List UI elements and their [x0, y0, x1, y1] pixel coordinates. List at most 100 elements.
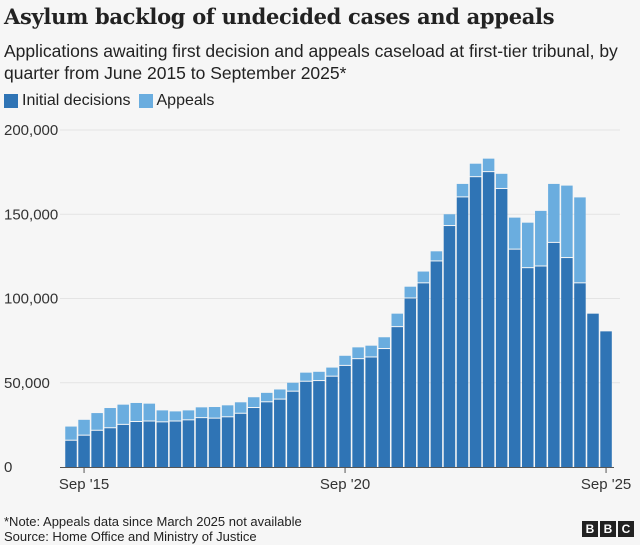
bar-appeals [117, 404, 129, 424]
y-tick-label: 200,000 [4, 122, 58, 139]
bar-appeals [404, 286, 417, 298]
bar-appeals [456, 183, 469, 197]
bar-initial [482, 172, 495, 467]
legend-item-appeals: Appeals [138, 92, 215, 110]
bar-initial [130, 422, 142, 467]
legend-item-initial: Initial decisions [4, 92, 131, 110]
x-tick-label: Sep '20 [320, 476, 370, 493]
bar-appeals [339, 355, 351, 365]
legend-label-appeals: Appeals [156, 92, 215, 109]
bar-initial [261, 402, 273, 467]
bar-initial [208, 418, 221, 467]
bar-initial [339, 365, 351, 467]
bar-initial [143, 421, 156, 467]
chart-subtitle: Applications awaiting first decision and… [4, 41, 618, 83]
bar-initial [443, 226, 456, 467]
bar-initial [300, 381, 312, 467]
bar-initial [522, 268, 534, 467]
bar-initial [65, 440, 77, 467]
bar-appeals [130, 402, 142, 422]
bar-initial [574, 283, 586, 467]
bar-appeals [104, 408, 116, 428]
bar-appeals [535, 210, 547, 266]
bar-initial [195, 418, 208, 467]
legend-label-initial: Initial decisions [22, 92, 131, 109]
bar-initial [247, 408, 260, 467]
bar-appeals [469, 163, 482, 177]
bar-appeals [313, 371, 325, 381]
bar-appeals [482, 158, 495, 172]
bar-appeals [378, 337, 390, 349]
bar-appeals [352, 347, 364, 359]
bar-appeals [548, 183, 560, 242]
bar-initial [535, 266, 547, 467]
x-tick-label: Sep '15 [59, 476, 109, 493]
source-text: Source: Home Office and Ministry of Just… [4, 529, 257, 544]
bar-initial [326, 376, 338, 467]
bar-appeals [287, 382, 299, 391]
stacked-bar-chart: 0 50,000 100,000 150,000 200,000 Sep '15 Sep '… [4, 122, 631, 493]
bar-initial [156, 422, 169, 467]
bar-initial [287, 391, 299, 467]
bar-appeals [208, 407, 221, 418]
y-tick-label: 100,000 [4, 291, 58, 308]
bar-initial [78, 435, 90, 467]
bar-appeals [261, 392, 273, 402]
bar-appeals [169, 411, 182, 421]
bar-initial [365, 357, 377, 467]
bar-initial [561, 258, 573, 467]
bar-appeals [495, 173, 508, 188]
legend-swatch-appeals [138, 94, 153, 108]
bar-initial [104, 428, 116, 467]
note-text: *Note: Appeals data since March 2025 not… [4, 514, 302, 529]
bar-initial [313, 381, 325, 467]
bar-initial [430, 261, 443, 467]
bar-appeals [300, 372, 312, 381]
bar-initial [548, 242, 560, 467]
bar-initial [378, 349, 390, 467]
bar-appeals [508, 217, 521, 249]
legend: Initial decisions Appeals [4, 92, 214, 110]
bar-initial [91, 430, 103, 467]
bar-initial [456, 197, 469, 467]
bar-appeals [430, 251, 443, 261]
x-tick-label: Sep '25 [581, 476, 631, 493]
bar-appeals [195, 407, 208, 418]
bar-appeals [561, 185, 573, 258]
bar-initial [352, 359, 364, 467]
bar-initial [600, 331, 612, 467]
chart-title: Asylum backlog of undecided cases and ap… [4, 4, 555, 29]
bar-appeals [221, 405, 234, 417]
bar-appeals [417, 271, 430, 283]
bar-appeals [65, 426, 77, 440]
bar-initial [274, 399, 286, 467]
bar-initial [417, 283, 430, 467]
bar-appeals [443, 214, 456, 226]
bar-appeals [156, 410, 169, 422]
bar-initial [587, 313, 599, 467]
bar-appeals [365, 345, 377, 357]
bar-appeals [91, 413, 103, 430]
bar-appeals [326, 367, 338, 376]
legend-swatch-initial [4, 94, 18, 108]
y-tick-label: 150,000 [4, 206, 58, 223]
bar-initial [508, 249, 521, 467]
bar-initial [182, 420, 195, 467]
bar-initial [404, 298, 417, 467]
y-tick-label: 0 [4, 459, 12, 476]
bar-initial [495, 188, 508, 467]
bar-appeals [391, 313, 403, 327]
bar-appeals [143, 403, 156, 421]
bar-appeals [234, 402, 247, 413]
bar-appeals [274, 389, 286, 399]
bar-appeals [574, 197, 586, 283]
bar-appeals [78, 419, 90, 435]
bar-initial [469, 177, 482, 467]
bar-initial [234, 413, 247, 467]
bar-initial [117, 424, 129, 467]
bar-appeals [522, 222, 534, 268]
bar-initial [169, 421, 182, 467]
footnote: *Note: Appeals data since March 2025 not… [4, 514, 302, 544]
bar-initial [221, 417, 234, 467]
